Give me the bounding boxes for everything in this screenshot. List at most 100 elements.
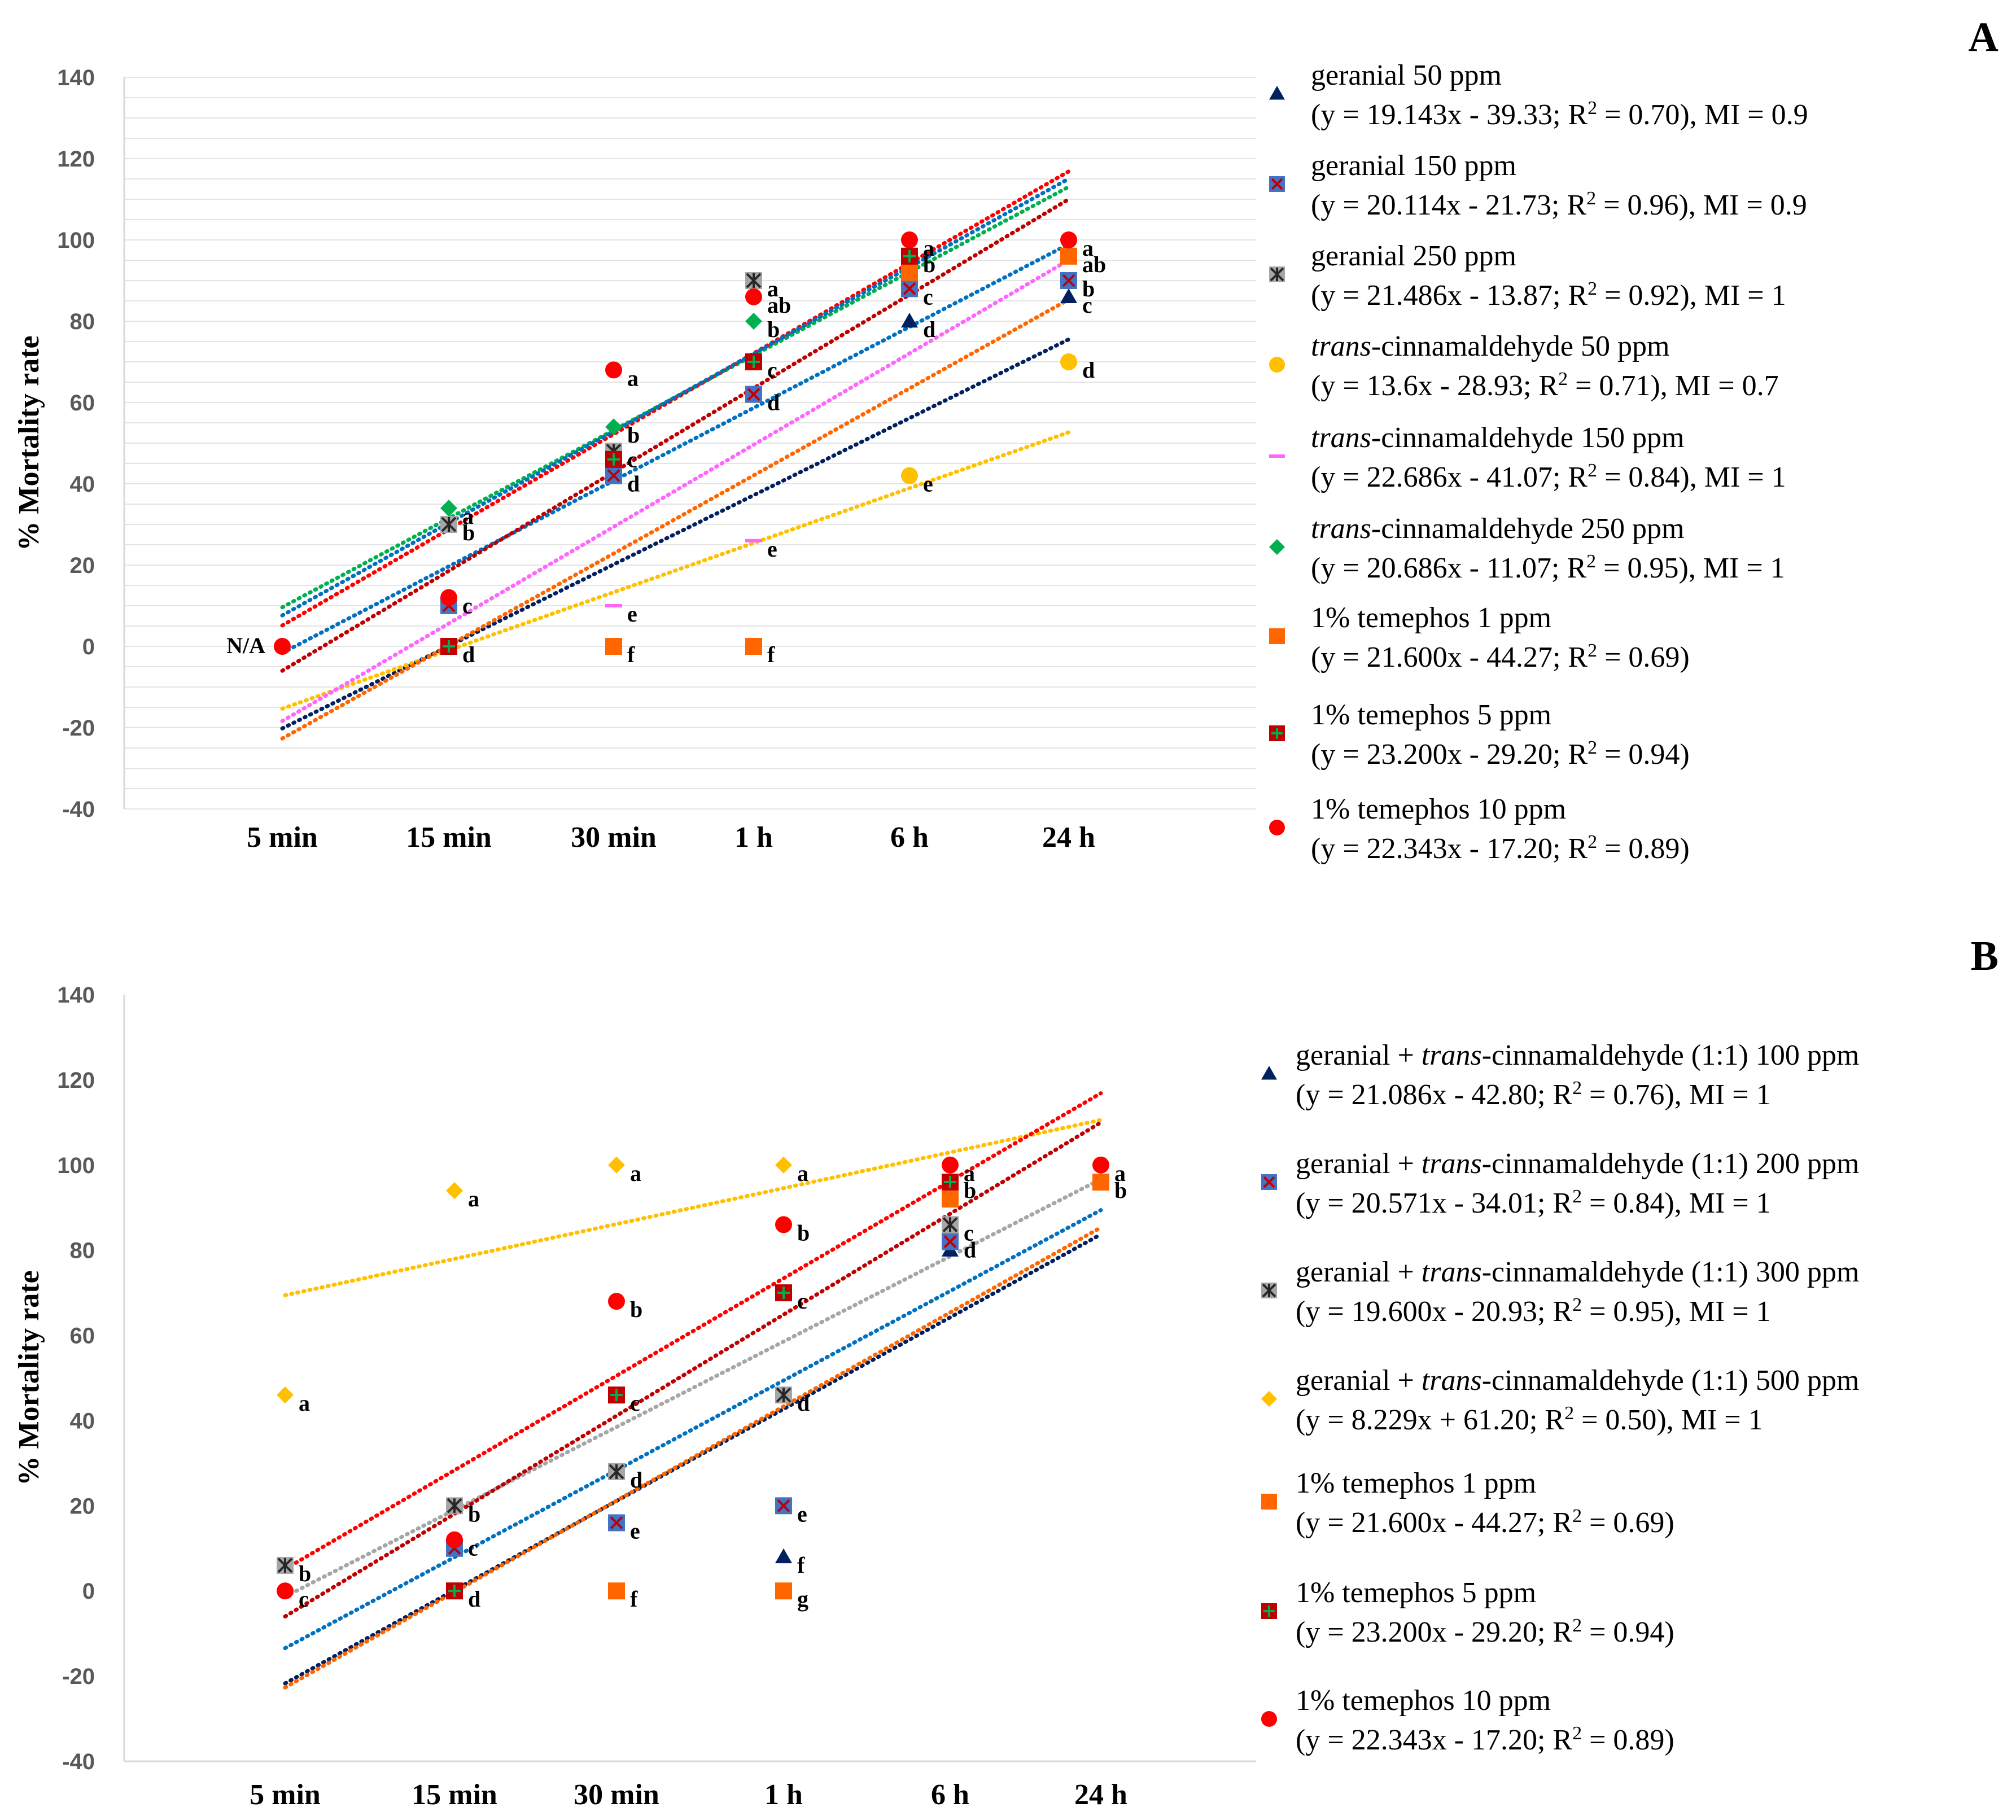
legend-text-italic: trans	[1422, 1039, 1482, 1071]
data-point	[605, 638, 622, 655]
trendline	[280, 197, 1071, 673]
x-tick-label: 5 min	[247, 821, 318, 854]
legend-eq: (y = 21.600x - 44.27; R	[1296, 1507, 1572, 1539]
y-tick-label: 60	[70, 391, 95, 415]
significance-label: ab	[1082, 252, 1106, 277]
legend: geranial 50 ppm (y = 19.143x - 39.33; R2 …	[1269, 59, 1808, 865]
data-point	[608, 1463, 625, 1480]
data-point	[775, 1497, 792, 1515]
data-point	[1092, 1156, 1109, 1174]
marker-plus	[903, 250, 916, 262]
legend-eq: (y = 20.114x - 21.73; R	[1311, 189, 1586, 221]
significance-label: ab	[767, 292, 791, 318]
data-point	[608, 1156, 625, 1174]
significance-label: e	[630, 1519, 640, 1544]
data-point	[440, 500, 457, 517]
marker-asterisk	[447, 1498, 462, 1513]
legend-eq-sup: 2	[1572, 1078, 1582, 1099]
y-tick-label: 100	[57, 228, 95, 253]
trendline	[280, 242, 1071, 655]
trendline	[280, 430, 1071, 711]
legend-entry-equation: (y = 19.143x - 39.33; R2 = 0.70), MI = 0…	[1311, 98, 1808, 132]
significance-label: b	[1082, 276, 1095, 301]
trendline	[283, 1120, 1103, 1618]
marker-plus	[1263, 1605, 1275, 1617]
significance-label: d	[767, 390, 780, 415]
significance-label: c	[923, 284, 933, 309]
data-point	[745, 288, 762, 305]
trendline	[280, 337, 1071, 730]
legend-marker-icon	[1261, 1283, 1277, 1298]
y-tick-label: 20	[70, 1494, 95, 1519]
data-point	[608, 1582, 625, 1600]
y-tick-label: 120	[57, 1068, 95, 1093]
y-tick-label: 80	[70, 1239, 95, 1263]
data-point	[901, 280, 918, 298]
legend-entry-name: trans-cinnamaldehyde 250 ppm	[1311, 513, 1684, 545]
legend-eq-sup: 2	[1588, 278, 1597, 299]
x-tick-label: 24 h	[1042, 821, 1095, 854]
data-point	[942, 1216, 959, 1233]
marker-cross	[943, 1235, 957, 1248]
legend-eq: = 0.96), MI = 0.9	[1596, 189, 1807, 221]
y-tick-label: 0	[82, 1579, 95, 1604]
marker-plus	[607, 453, 620, 466]
data-point	[605, 361, 622, 379]
data-point	[605, 467, 622, 484]
legend-entry-name: geranial + trans-cinnamaldehyde (1:1) 50…	[1296, 1364, 1859, 1397]
data-point	[440, 589, 457, 606]
trendline	[283, 1091, 1103, 1571]
legend-eq: = 0.71), MI = 0.7	[1568, 370, 1779, 402]
legend-text: -cinnamaldehyde (1:1) 300 ppm	[1482, 1256, 1860, 1288]
significance-label: g	[797, 1586, 808, 1612]
significance-label: a	[767, 276, 779, 301]
marker-plus	[777, 1287, 790, 1300]
legend-entry-name: 1% temephos 5 ppm	[1311, 699, 1551, 731]
legend-eq-sup: 2	[1588, 460, 1597, 481]
significance-label: d	[627, 471, 640, 497]
significance-label: f	[767, 642, 775, 667]
legend-eq-sup: 2	[1572, 1506, 1582, 1526]
marker-asterisk	[441, 517, 457, 532]
significance-label: c	[627, 447, 637, 472]
y-tick-label: 0	[82, 635, 95, 659]
legend-eq-sup: 2	[1564, 1403, 1574, 1424]
legend-eq: = 0.84), MI = 1	[1597, 461, 1786, 493]
legend-eq: = 0.50), MI = 1	[1574, 1404, 1763, 1436]
significance-label: f	[797, 1552, 805, 1578]
legend-entry-equation: (y = 23.200x - 29.20; R2 = 0.94)	[1311, 737, 1690, 771]
significance-label: c	[462, 593, 473, 619]
legend-text: -cinnamaldehyde 50 ppm	[1371, 330, 1670, 362]
legend-entry-equation: (y = 20.686x - 11.07; R2 = 0.95), MI = 1	[1311, 551, 1785, 585]
data-point	[745, 638, 762, 655]
marker-asterisk	[776, 1387, 791, 1403]
legend-eq: = 0.89)	[1582, 1724, 1674, 1756]
significance-label: d	[923, 317, 935, 342]
marker-asterisk	[277, 1558, 293, 1573]
panel-letter: B	[1971, 933, 1998, 979]
significance-label: d	[964, 1237, 976, 1263]
legend-text-italic: trans	[1422, 1364, 1482, 1397]
y-tick-label: -40	[62, 797, 95, 822]
data-point	[1060, 247, 1077, 265]
legend-entry-equation: (y = 21.600x - 44.27; R2 = 0.69)	[1311, 640, 1690, 674]
legend-eq: (y = 19.600x - 20.93; R	[1296, 1296, 1572, 1328]
legend-eq: = 0.94)	[1582, 1616, 1674, 1648]
legend-entry-equation: (y = 21.600x - 44.27; R2 = 0.69)	[1296, 1506, 1674, 1539]
legend-eq-sup: 2	[1572, 1294, 1582, 1315]
legend-text: -cinnamaldehyde (1:1) 100 ppm	[1482, 1039, 1860, 1071]
legend-text-italic: trans	[1311, 422, 1371, 454]
data-point	[277, 1556, 294, 1574]
x-tick-label: 6 h	[931, 1779, 969, 1811]
data-point	[901, 247, 918, 265]
legend-entry-equation: (y = 21.086x - 42.80; R2 = 0.76), MI = 1	[1296, 1078, 1771, 1112]
legend-entry-name: 1% temephos 10 ppm	[1296, 1685, 1551, 1717]
y-axis-title: % Mortality rate	[13, 1270, 45, 1485]
data-point	[605, 450, 622, 468]
marker-asterisk	[1262, 1283, 1276, 1298]
data-point	[446, 1497, 463, 1515]
significance-label: a	[923, 235, 934, 261]
legend-entry-equation: (y = 22.686x - 41.07; R2 = 0.84), MI = 1	[1311, 460, 1786, 494]
significance-label: c	[299, 1586, 309, 1612]
data-point	[277, 1582, 294, 1600]
